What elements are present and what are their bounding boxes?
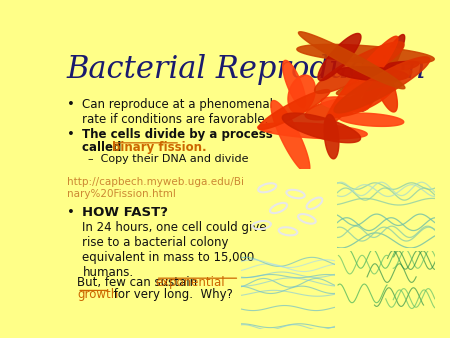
Polygon shape bbox=[338, 113, 404, 126]
Text: HOW FAST?: HOW FAST? bbox=[82, 206, 168, 219]
Polygon shape bbox=[324, 36, 398, 126]
Polygon shape bbox=[271, 100, 310, 173]
Text: Can reproduce at a phenomenal
rate if conditions are favorable.: Can reproduce at a phenomenal rate if co… bbox=[82, 98, 274, 126]
Polygon shape bbox=[305, 98, 364, 120]
Text: •: • bbox=[67, 128, 75, 141]
Polygon shape bbox=[282, 113, 360, 143]
Text: growth: growth bbox=[77, 288, 118, 301]
Text: The cells divide by a process: The cells divide by a process bbox=[82, 128, 273, 141]
Polygon shape bbox=[315, 42, 404, 93]
Text: But, few can sustain: But, few can sustain bbox=[77, 276, 201, 289]
Polygon shape bbox=[324, 114, 339, 159]
Polygon shape bbox=[318, 33, 361, 80]
Polygon shape bbox=[334, 57, 430, 113]
Polygon shape bbox=[354, 61, 419, 77]
Polygon shape bbox=[258, 90, 330, 129]
Text: binary fission.: binary fission. bbox=[112, 141, 207, 154]
Polygon shape bbox=[334, 85, 393, 116]
Text: –  Copy their DNA and divide: – Copy their DNA and divide bbox=[88, 154, 248, 164]
Polygon shape bbox=[361, 34, 405, 111]
Polygon shape bbox=[371, 56, 397, 112]
Polygon shape bbox=[337, 70, 412, 95]
Text: •: • bbox=[67, 98, 75, 111]
Text: Bacterial Reproduction: Bacterial Reproduction bbox=[67, 54, 426, 84]
Text: In 24 hours, one cell could give
rise to a bacterial colony
equivalent in mass t: In 24 hours, one cell could give rise to… bbox=[82, 221, 267, 280]
Polygon shape bbox=[338, 67, 408, 81]
Text: http://capbech.myweb.uga.edu/Bi
nary%20Fission.html: http://capbech.myweb.uga.edu/Bi nary%20F… bbox=[67, 177, 244, 199]
Polygon shape bbox=[258, 123, 367, 139]
Polygon shape bbox=[297, 44, 434, 64]
Text: exponential: exponential bbox=[156, 276, 225, 289]
Polygon shape bbox=[283, 61, 306, 108]
Text: for very long.  Why?: for very long. Why? bbox=[110, 288, 233, 301]
Polygon shape bbox=[288, 75, 315, 113]
Polygon shape bbox=[298, 32, 405, 89]
Polygon shape bbox=[321, 97, 369, 111]
Text: called: called bbox=[82, 141, 126, 154]
Text: •: • bbox=[67, 206, 75, 219]
